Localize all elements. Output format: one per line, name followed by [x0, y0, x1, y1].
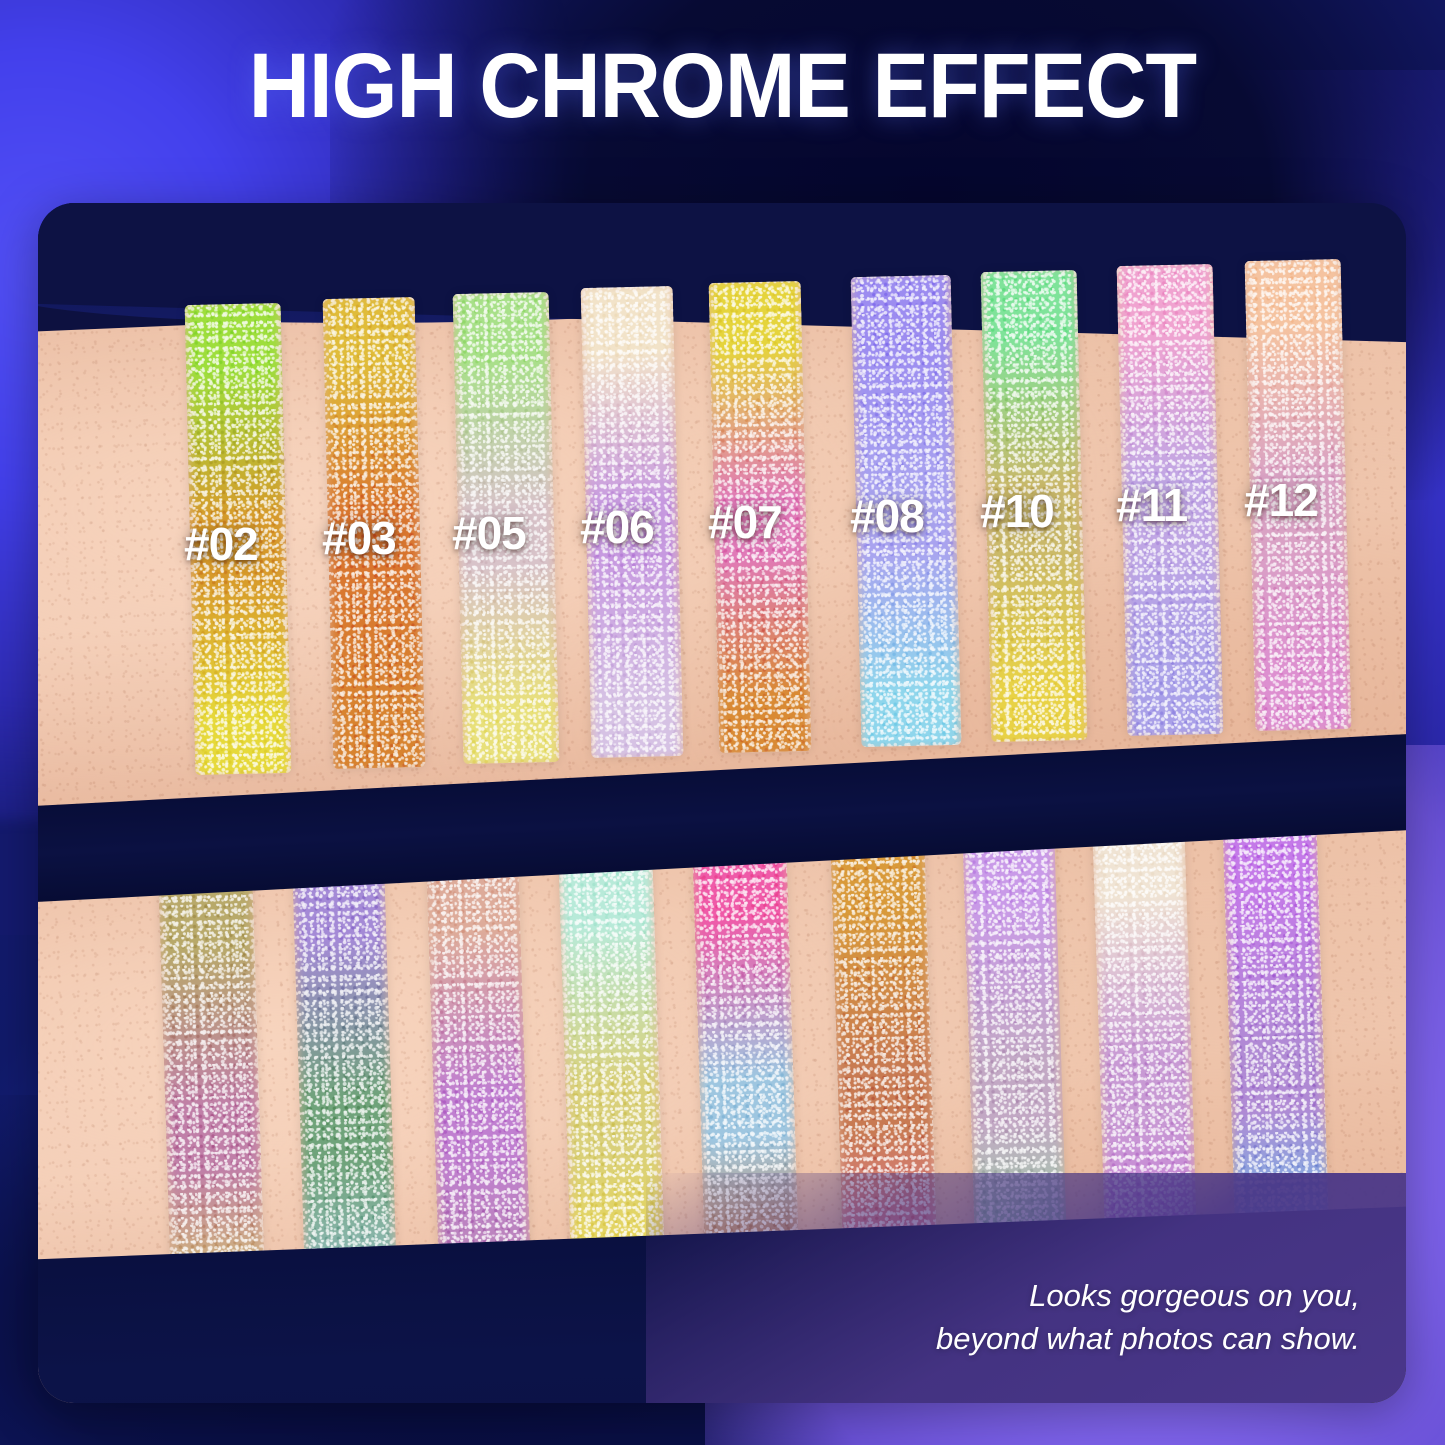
swatch-label-n03: #03 [322, 512, 397, 564]
swatch-label-n07: #07 [708, 496, 783, 548]
swatch-label-n02: #02 [184, 518, 259, 570]
caption-text: Looks gorgeous on you, beyond what photo… [936, 1275, 1406, 1403]
swatch-label-n11: #11 [1116, 479, 1188, 531]
page-title: HIGH CHROME EFFECT [248, 35, 1197, 137]
caption-overlay: Looks gorgeous on you, beyond what photo… [646, 1173, 1406, 1403]
caption-line-2: beyond what photos can show. [936, 1321, 1360, 1357]
swatch-photo-card: #02#03#05#06#07#08#10#11#12 #21#20#19#18… [38, 203, 1406, 1403]
swatch-label-n05: #05 [452, 507, 527, 559]
swatch-label-n06: #06 [580, 501, 655, 553]
caption-line-1: Looks gorgeous on you, [1029, 1278, 1360, 1314]
swatch-label-n10: #10 [980, 485, 1055, 537]
swatch-label-n12: #12 [1244, 474, 1319, 526]
swatch-row-top: #02 #03 #05 #06 #07 #08 #10 #11 #12 [38, 203, 1406, 828]
swatch-label-n08: #08 [850, 490, 925, 542]
